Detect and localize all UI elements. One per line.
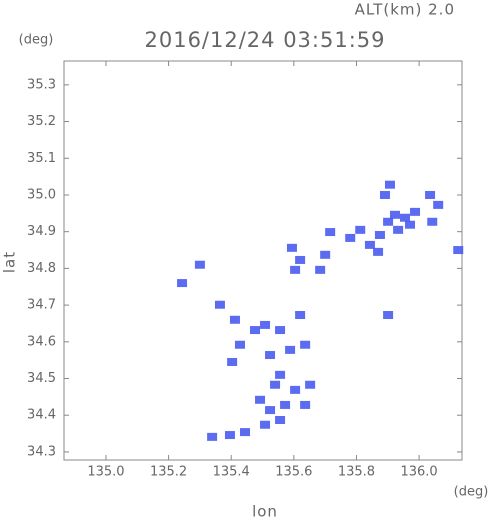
radar-echo <box>224 431 235 440</box>
radar-echo <box>177 279 188 288</box>
y-tick-label: 34.4 <box>27 408 56 423</box>
y-tick-label: 34.8 <box>27 261 56 276</box>
y-axis-label: lat <box>1 251 19 273</box>
y-tick-label: 35.3 <box>27 77 56 92</box>
y-tick-label: 34.5 <box>27 371 56 386</box>
x-axis-label: lon <box>252 503 278 521</box>
radar-echo <box>290 385 301 394</box>
radar-echo <box>295 255 306 264</box>
x-tick-label: 135.6 <box>275 465 312 480</box>
radar-echo <box>405 220 416 229</box>
radar-echo <box>400 213 411 222</box>
radar-echo <box>453 246 464 255</box>
chart-title: 2016/12/24 03:51:59 <box>144 28 385 52</box>
radar-echo <box>345 233 356 242</box>
radar-echo <box>325 228 336 237</box>
radar-echo <box>207 432 218 441</box>
radar-echo <box>355 225 366 234</box>
y-tick-label: 35.0 <box>27 187 56 202</box>
x-tick-label: 135.8 <box>338 465 375 480</box>
radar-echo <box>290 265 301 274</box>
radar-echo <box>234 340 245 349</box>
radar-echo <box>229 315 240 324</box>
radar-echo <box>383 217 394 226</box>
y-tick-label: 34.7 <box>27 298 56 313</box>
radar-echo <box>194 260 205 269</box>
radar-echo <box>379 190 390 199</box>
radar-echo <box>275 415 286 424</box>
y-unit: (deg) <box>19 33 54 48</box>
radar-echo <box>265 351 276 360</box>
plot-frame <box>63 60 463 461</box>
y-tick-label: 34.9 <box>27 224 56 239</box>
radar-echo <box>374 230 385 239</box>
radar-echo <box>227 357 238 366</box>
radar-echo <box>383 311 394 320</box>
radar-echo <box>285 345 296 354</box>
y-tick-label: 35.1 <box>27 151 56 166</box>
radar-echo <box>393 225 404 234</box>
y-tick-label: 34.3 <box>27 444 56 459</box>
radar-echo <box>295 311 306 320</box>
radar-echo <box>305 380 316 389</box>
radar-echo <box>275 370 286 379</box>
radar-echo <box>300 400 311 409</box>
radar-echo <box>433 200 444 209</box>
radar-echo <box>275 326 286 335</box>
altitude-annotation: ALT(km) 2.0 <box>355 1 455 19</box>
radar-echo <box>425 190 436 199</box>
radar-echo <box>260 420 271 429</box>
x-tick-label: 135.4 <box>213 465 250 480</box>
radar-echo <box>214 300 225 309</box>
radar-echo <box>270 380 281 389</box>
radar-echo <box>300 340 311 349</box>
radar-echo <box>373 247 384 256</box>
y-tick-label: 35.2 <box>27 114 56 129</box>
radar-echo <box>315 265 326 274</box>
radar-echo <box>255 395 266 404</box>
x-unit: (deg) <box>454 485 489 500</box>
radar-echo <box>239 428 250 437</box>
radar-echo <box>410 207 421 216</box>
radar-echo <box>280 400 291 409</box>
radar-echo <box>286 243 297 252</box>
radar-echo <box>389 210 400 219</box>
y-tick-label: 34.6 <box>27 334 56 349</box>
radar-echo <box>427 217 438 226</box>
x-tick-label: 135.2 <box>150 465 187 480</box>
radar-echo <box>384 180 395 189</box>
radar-echo <box>260 320 271 329</box>
radar-echo <box>320 250 331 259</box>
x-tick-label: 136.0 <box>400 465 437 480</box>
radar-echo <box>250 326 261 335</box>
x-tick-label: 135.0 <box>87 465 124 480</box>
radar-echo <box>265 406 276 415</box>
radar-echo <box>364 240 375 249</box>
